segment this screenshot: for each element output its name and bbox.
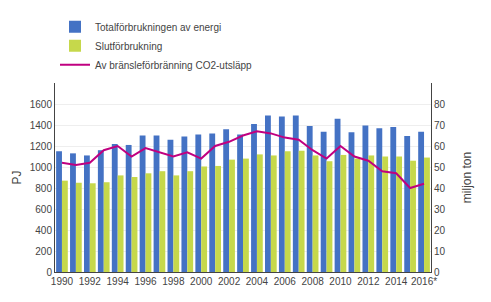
svg-text:2012: 2012 xyxy=(357,276,380,287)
svg-text:40: 40 xyxy=(434,183,446,194)
svg-text:2016*: 2016* xyxy=(411,276,437,287)
svg-text:0: 0 xyxy=(46,267,52,278)
svg-text:80: 80 xyxy=(434,99,446,110)
svg-text:2002: 2002 xyxy=(218,276,241,287)
svg-text:0: 0 xyxy=(434,267,440,278)
svg-text:miljon ton: miljon ton xyxy=(460,152,474,203)
svg-text:70: 70 xyxy=(434,120,446,131)
svg-text:1400: 1400 xyxy=(30,120,53,131)
svg-text:2014: 2014 xyxy=(385,276,408,287)
svg-text:600: 600 xyxy=(35,204,52,215)
svg-text:PJ: PJ xyxy=(10,170,24,184)
svg-text:2008: 2008 xyxy=(302,276,325,287)
svg-text:200: 200 xyxy=(35,246,52,257)
svg-text:1994: 1994 xyxy=(107,276,130,287)
svg-text:Totalförbrukningen av energi: Totalförbrukningen av energi xyxy=(95,22,221,33)
svg-text:1996: 1996 xyxy=(134,276,157,287)
svg-text:1600: 1600 xyxy=(30,99,53,110)
svg-text:10: 10 xyxy=(434,246,446,257)
svg-text:50: 50 xyxy=(434,162,446,173)
svg-text:1992: 1992 xyxy=(79,276,102,287)
svg-text:30: 30 xyxy=(434,204,446,215)
svg-text:60: 60 xyxy=(434,141,446,152)
svg-text:800: 800 xyxy=(35,183,52,194)
svg-text:2010: 2010 xyxy=(329,276,352,287)
svg-text:400: 400 xyxy=(35,225,52,236)
svg-text:1998: 1998 xyxy=(162,276,185,287)
svg-text:1200: 1200 xyxy=(30,141,53,152)
svg-text:1990: 1990 xyxy=(51,276,74,287)
svg-text:20: 20 xyxy=(434,225,446,236)
svg-text:Av bränsleförbränning CO2-utsl: Av bränsleförbränning CO2-utsläpp xyxy=(95,60,252,71)
svg-text:Slutförbrukning: Slutförbrukning xyxy=(95,41,162,52)
svg-text:1000: 1000 xyxy=(30,162,53,173)
svg-text:2000: 2000 xyxy=(190,276,213,287)
svg-text:2004: 2004 xyxy=(246,276,269,287)
svg-text:2006: 2006 xyxy=(274,276,297,287)
